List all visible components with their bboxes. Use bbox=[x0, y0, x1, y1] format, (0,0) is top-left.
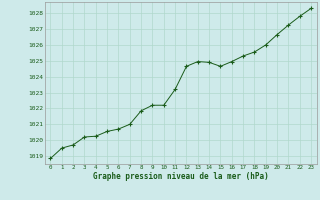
X-axis label: Graphe pression niveau de la mer (hPa): Graphe pression niveau de la mer (hPa) bbox=[93, 172, 269, 181]
